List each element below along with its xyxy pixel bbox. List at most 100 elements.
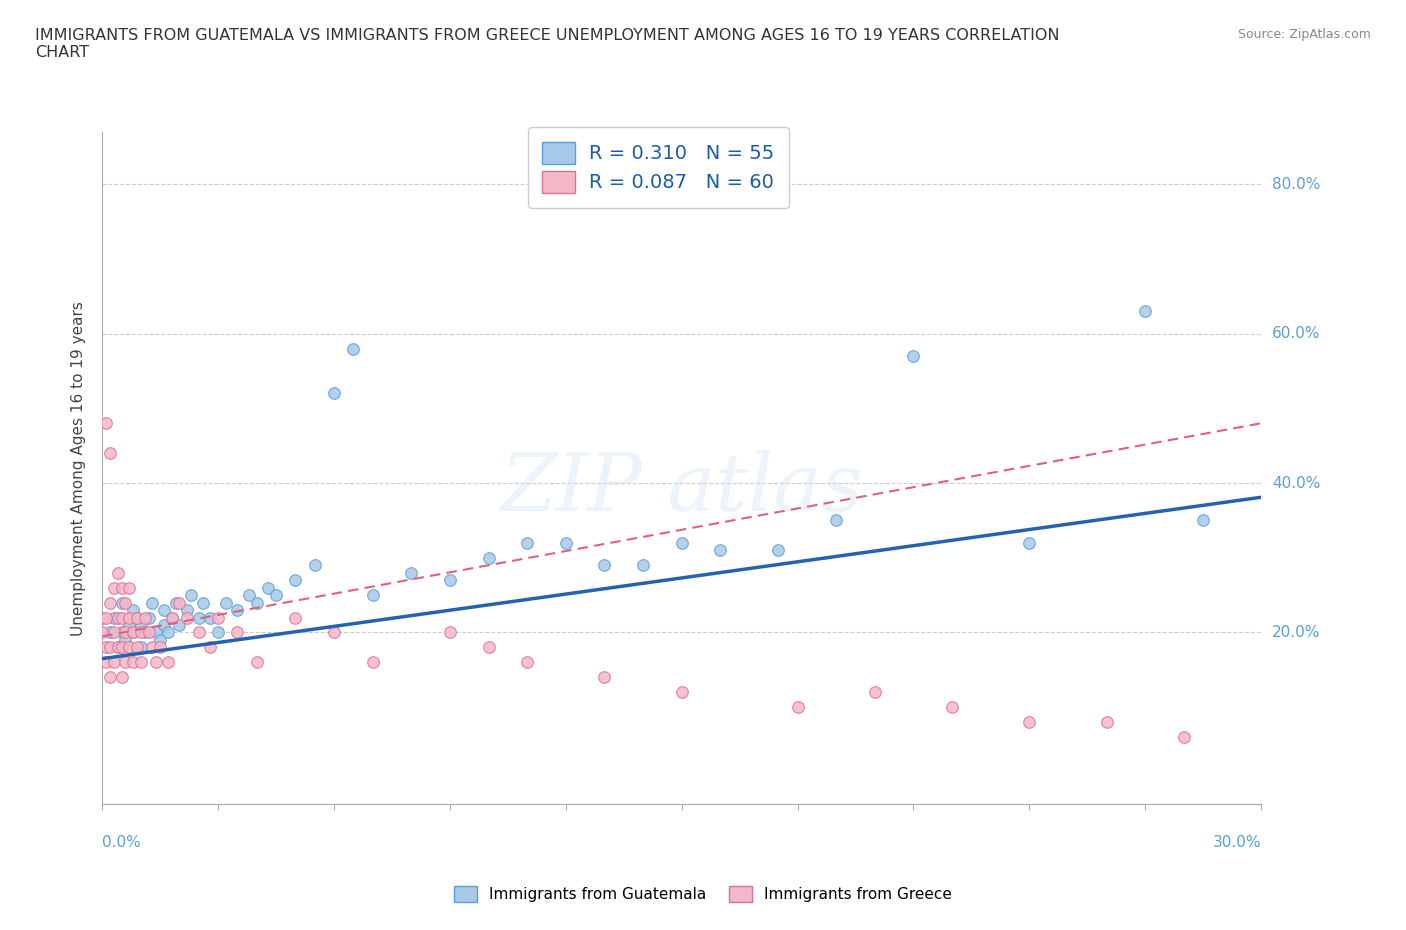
- Point: [122, 625, 145, 640]
- Point: [264, 588, 287, 603]
- Point: [110, 640, 132, 655]
- Point: [156, 625, 179, 640]
- Point: [118, 618, 141, 632]
- Point: [107, 640, 129, 655]
- Point: [122, 603, 145, 618]
- Point: [129, 625, 152, 640]
- Point: [141, 640, 163, 655]
- Point: [207, 610, 229, 625]
- Point: [1135, 304, 1157, 319]
- Point: [593, 558, 616, 573]
- Point: [149, 632, 172, 647]
- Point: [94, 416, 117, 431]
- Point: [141, 595, 163, 610]
- Point: [145, 625, 167, 640]
- Point: [114, 625, 136, 640]
- Point: [103, 610, 125, 625]
- Point: [516, 655, 538, 670]
- Point: [91, 610, 114, 625]
- Point: [94, 640, 117, 655]
- Point: [825, 513, 848, 528]
- Point: [361, 655, 384, 670]
- Text: 30.0%: 30.0%: [1212, 835, 1261, 850]
- Point: [149, 640, 172, 655]
- Point: [215, 595, 238, 610]
- Point: [118, 640, 141, 655]
- Point: [941, 699, 963, 714]
- Point: [207, 625, 229, 640]
- Point: [516, 536, 538, 551]
- Point: [118, 610, 141, 625]
- Point: [169, 595, 191, 610]
- Point: [361, 588, 384, 603]
- Point: [110, 580, 132, 595]
- Point: [709, 543, 731, 558]
- Point: [323, 386, 346, 401]
- Point: [191, 595, 214, 610]
- Point: [439, 625, 461, 640]
- Point: [439, 573, 461, 588]
- Point: [246, 595, 269, 610]
- Point: [98, 625, 121, 640]
- Text: 60.0%: 60.0%: [1272, 326, 1320, 341]
- Point: [226, 603, 249, 618]
- Point: [593, 670, 616, 684]
- Point: [114, 655, 136, 670]
- Y-axis label: Unemployment Among Ages 16 to 19 years: Unemployment Among Ages 16 to 19 years: [72, 300, 86, 635]
- Point: [94, 610, 117, 625]
- Point: [671, 536, 693, 551]
- Point: [98, 595, 121, 610]
- Point: [114, 595, 136, 610]
- Text: 40.0%: 40.0%: [1272, 475, 1320, 490]
- Point: [284, 610, 307, 625]
- Point: [110, 610, 132, 625]
- Point: [631, 558, 654, 573]
- Point: [94, 655, 117, 670]
- Point: [103, 625, 125, 640]
- Point: [110, 595, 132, 610]
- Point: [98, 670, 121, 684]
- Point: [180, 588, 202, 603]
- Point: [304, 558, 326, 573]
- Point: [138, 610, 160, 625]
- Point: [110, 670, 132, 684]
- Point: [176, 610, 198, 625]
- Point: [153, 618, 176, 632]
- Point: [1018, 715, 1040, 730]
- Point: [477, 551, 499, 565]
- Point: [153, 603, 176, 618]
- Point: [91, 625, 114, 640]
- Point: [125, 610, 148, 625]
- Point: [238, 588, 260, 603]
- Point: [129, 618, 152, 632]
- Point: [176, 603, 198, 618]
- Point: [187, 625, 209, 640]
- Point: [118, 580, 141, 595]
- Point: [107, 610, 129, 625]
- Point: [129, 640, 152, 655]
- Point: [122, 625, 145, 640]
- Text: 20.0%: 20.0%: [1272, 625, 1320, 640]
- Point: [98, 445, 121, 460]
- Point: [134, 610, 156, 625]
- Point: [103, 655, 125, 670]
- Point: [246, 655, 269, 670]
- Point: [1095, 715, 1118, 730]
- Point: [114, 632, 136, 647]
- Point: [768, 543, 790, 558]
- Point: [125, 640, 148, 655]
- Point: [169, 618, 191, 632]
- Point: [103, 580, 125, 595]
- Point: [110, 625, 132, 640]
- Point: [129, 655, 152, 670]
- Point: [160, 610, 183, 625]
- Point: [342, 341, 364, 356]
- Point: [107, 565, 129, 580]
- Text: Source: ZipAtlas.com: Source: ZipAtlas.com: [1237, 28, 1371, 41]
- Point: [200, 640, 222, 655]
- Point: [399, 565, 422, 580]
- Text: IMMIGRANTS FROM GUATEMALA VS IMMIGRANTS FROM GREECE UNEMPLOYMENT AMONG AGES 16 T: IMMIGRANTS FROM GUATEMALA VS IMMIGRANTS …: [35, 28, 1060, 60]
- Point: [165, 595, 187, 610]
- Text: ZIP atlas: ZIP atlas: [501, 449, 863, 527]
- Point: [903, 349, 925, 364]
